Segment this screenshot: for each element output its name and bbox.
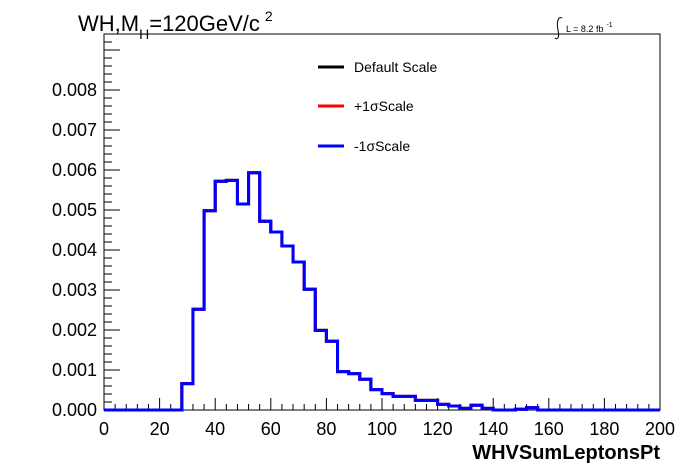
plot-frame xyxy=(103,33,661,411)
x-tick-label: 80 xyxy=(316,419,336,439)
legend: Default Scale +1σScale -1σScale xyxy=(318,59,437,154)
series-line-minus1sigma xyxy=(104,171,660,412)
x-axis-ticks: 0 20 40 60 80 100 120 140 160 180 200 xyxy=(99,398,675,439)
legend-label-default: Default Scale xyxy=(354,59,437,75)
x-tick-label: 60 xyxy=(261,419,281,439)
x-tick-label: 40 xyxy=(205,419,225,439)
luminosity-label: L = 8.2 fb -1 xyxy=(554,17,613,40)
y-tick-label: 0.005 xyxy=(52,200,97,220)
y-axis-ticks: 0.000 0.001 0.002 0.003 0.004 0.005 0.006 0.007… xyxy=(52,33,120,420)
x-tick-label: 180 xyxy=(589,419,619,439)
y-tick-label: 0.003 xyxy=(52,280,97,300)
y-tick-label: 0.002 xyxy=(52,320,97,340)
x-tick-label: 160 xyxy=(534,419,564,439)
x-axis-label: WHVSumLeptonsPt xyxy=(472,442,660,464)
chart-title: WH,MH=120GeV/c 2 xyxy=(78,8,273,42)
series-line-default xyxy=(104,171,660,412)
x-tick-label: 20 xyxy=(150,419,170,439)
y-tick-label: 0.006 xyxy=(52,160,97,180)
series-layer xyxy=(104,171,660,412)
x-tick-label: 100 xyxy=(367,419,397,439)
y-tick-label: 0.000 xyxy=(52,400,97,420)
x-tick-label: 0 xyxy=(99,419,109,439)
integral-symbol-icon xyxy=(554,17,563,40)
x-tick-label: 200 xyxy=(645,419,675,439)
series-line-plus1sigma xyxy=(104,171,660,412)
x-tick-label: 120 xyxy=(423,419,453,439)
y-tick-label: 0.001 xyxy=(52,360,97,380)
legend-label-plus1sigma: +1σScale xyxy=(354,98,414,114)
x-tick-label: 140 xyxy=(478,419,508,439)
y-tick-label: 0.004 xyxy=(52,240,97,260)
y-tick-label: 0.008 xyxy=(52,80,97,100)
legend-label-minus1sigma: -1σScale xyxy=(354,138,410,154)
y-tick-label: 0.007 xyxy=(52,120,97,140)
luminosity-text: L = 8.2 fb -1 xyxy=(566,22,613,34)
